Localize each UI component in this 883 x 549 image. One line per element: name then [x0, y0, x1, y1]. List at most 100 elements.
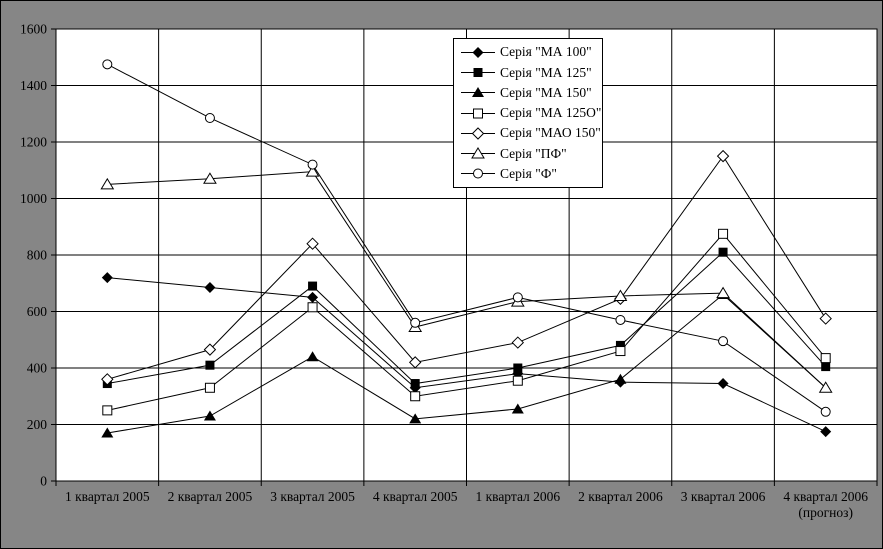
- series-marker: [511, 336, 525, 349]
- series-marker: [615, 340, 625, 350]
- series-marker: [101, 272, 113, 284]
- series-marker: [614, 373, 627, 384]
- series-marker: [305, 165, 320, 177]
- y-axis-label: 1400: [20, 78, 47, 93]
- x-axis-label: 2 квартал 2005: [168, 489, 253, 504]
- legend-item: Серія "МА 100": [461, 43, 602, 61]
- x-axis-label: 4 квартал 2005: [373, 489, 458, 504]
- series-marker: [204, 382, 215, 393]
- series-marker: [718, 336, 729, 347]
- series-marker: [307, 159, 318, 170]
- series-line: [107, 293, 827, 434]
- series-marker: [307, 291, 319, 303]
- series-marker: [821, 362, 831, 372]
- series-line: [107, 277, 826, 433]
- series-marker: [410, 379, 420, 389]
- series-line: [107, 233, 827, 411]
- y-axis-label: 600: [27, 304, 48, 319]
- legend-label: Серія "МАО 150": [500, 125, 601, 141]
- legend-marker-icon: [461, 68, 495, 77]
- y-axis-label: 1000: [20, 191, 47, 206]
- series-marker: [473, 168, 483, 179]
- series-marker: [205, 360, 215, 370]
- legend-marker-icon: [461, 127, 495, 140]
- series-marker: [820, 406, 831, 417]
- series-marker: [102, 405, 113, 416]
- x-axis-label: 1 квартал 2005: [65, 489, 150, 504]
- legend-label: Серія "Ф": [500, 165, 557, 181]
- legend-marker-icon: [461, 168, 495, 179]
- series-marker: [102, 59, 113, 70]
- series-marker: [306, 237, 319, 250]
- series-marker: [472, 87, 484, 98]
- y-axis-label: 400: [27, 361, 48, 376]
- series-marker: [512, 292, 523, 303]
- series-marker: [409, 413, 422, 424]
- legend-item: Серія "МА 125": [461, 64, 602, 82]
- series-marker: [615, 314, 626, 325]
- x-axis-label: 4 квартал 2006: [783, 489, 868, 504]
- series-marker: [716, 149, 730, 163]
- x-axis-label: 3 квартал 2006: [681, 489, 766, 504]
- series-marker: [204, 281, 216, 293]
- series-marker: [511, 403, 524, 414]
- series-marker: [716, 286, 730, 299]
- legend-label: Серія "МА 100": [500, 44, 592, 60]
- series-marker: [101, 427, 114, 438]
- series-marker: [100, 177, 115, 190]
- legend: Серія "МА 100" Серія "МА 125" Серія "МА 15…: [453, 38, 603, 188]
- series-marker: [308, 281, 318, 291]
- legend-marker-icon: [461, 108, 495, 118]
- x-axis-label: 1 квартал 2006: [475, 489, 560, 504]
- series-line: [107, 63, 826, 413]
- series-marker: [203, 410, 216, 421]
- legend-marker-icon: [461, 46, 495, 58]
- series-line: [107, 251, 827, 385]
- y-axis-label: 0: [40, 474, 47, 489]
- series-marker: [203, 172, 217, 184]
- legend-label: Серія "ПФ": [500, 145, 567, 161]
- series-marker: [306, 351, 319, 362]
- series-marker: [204, 112, 215, 123]
- series-marker: [513, 363, 523, 373]
- legend-item: Серія "МАО 150": [461, 124, 602, 142]
- series-marker: [471, 147, 485, 159]
- series-marker: [473, 108, 483, 118]
- series-marker: [410, 391, 421, 402]
- series-marker: [471, 127, 485, 140]
- series-marker: [203, 343, 217, 356]
- series-marker: [613, 289, 628, 301]
- series-marker: [408, 356, 422, 369]
- y-axis-label: 200: [27, 417, 48, 432]
- series-marker: [820, 426, 832, 438]
- x-axis-label: 2 квартал 2006: [578, 489, 663, 504]
- series-marker: [718, 228, 729, 239]
- series-marker: [472, 46, 484, 58]
- series-marker: [820, 353, 831, 364]
- legend-marker-icon: [461, 147, 495, 159]
- series-line: [107, 155, 827, 380]
- legend-item: Серія "МА 125О": [461, 104, 602, 122]
- series-marker: [717, 378, 729, 390]
- series-marker: [512, 375, 523, 386]
- y-axis-label: 1200: [20, 135, 47, 150]
- legend-label: Серія "МА 125": [500, 64, 592, 80]
- legend-label: Серія "МА 150": [500, 84, 592, 100]
- series-marker: [718, 247, 728, 257]
- x-axis-label: 3 квартал 2005: [270, 489, 355, 504]
- legend-item: Серія "Ф": [461, 165, 602, 183]
- legend-item: Серія "МА 150": [461, 84, 602, 102]
- series-marker: [819, 312, 832, 325]
- series-marker: [101, 373, 114, 386]
- series-marker: [818, 381, 833, 393]
- x-axis-sublabel: (прогноз): [798, 505, 853, 520]
- series-marker: [473, 68, 483, 77]
- y-axis-label: 1600: [20, 22, 47, 37]
- legend-marker-icon: [461, 87, 495, 98]
- y-axis-label: 800: [27, 248, 48, 263]
- series-line: [107, 171, 827, 389]
- series-marker: [307, 302, 318, 313]
- legend-item: Серія "ПФ": [461, 145, 602, 163]
